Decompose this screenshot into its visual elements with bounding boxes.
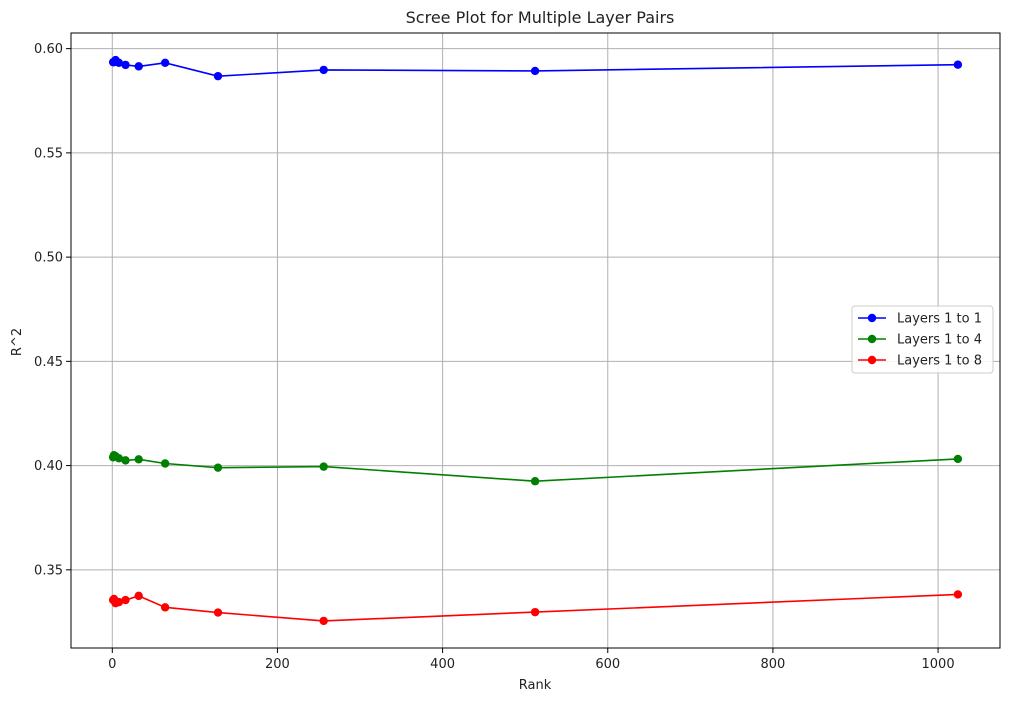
- data-point: [530, 607, 540, 617]
- data-point: [160, 58, 170, 68]
- data-point: [319, 616, 328, 626]
- legend-marker: [867, 355, 877, 365]
- y-tick-label: 0.40: [34, 459, 63, 474]
- series-2: [108, 450, 963, 486]
- data-point: [114, 597, 124, 607]
- y-tick-label: 0.55: [34, 146, 63, 161]
- x-tick-label: 0: [108, 657, 116, 672]
- legend-entry: Layers 1 to 1: [858, 312, 982, 327]
- series-line: [112, 593, 958, 622]
- data-point: [121, 595, 130, 605]
- data-point: [213, 463, 223, 472]
- data-point: [114, 454, 124, 463]
- data-point: [953, 454, 963, 464]
- legend-box: [851, 305, 994, 374]
- series-layer: [108, 55, 963, 626]
- legend-entry: Layers 1 to 4: [858, 333, 982, 348]
- legend: Layers 1 to 1 Layers 1 to 4 Layers 1 to 8: [851, 305, 994, 374]
- data-point: [134, 62, 143, 71]
- legend-marker: [867, 313, 877, 323]
- y-tick-label: 0.60: [34, 42, 63, 57]
- y-axis-label: R^2: [10, 328, 25, 356]
- x-tick-label: 200: [265, 657, 290, 672]
- data-point: [134, 591, 143, 601]
- legend-marker: [867, 334, 877, 344]
- legend-label: Layers 1 to 1: [897, 312, 982, 327]
- data-point: [114, 58, 124, 68]
- data-point: [160, 603, 170, 612]
- y-tick-label: 0.45: [34, 355, 63, 370]
- data-point: [134, 455, 143, 464]
- x-tick-label: 1000: [922, 657, 955, 672]
- legend-label: Layers 1 to 4: [897, 333, 982, 348]
- data-point: [160, 459, 170, 468]
- data-point: [319, 462, 328, 471]
- series-3: [108, 590, 963, 626]
- y-tick-label: 0.50: [34, 251, 63, 266]
- y-axis-ticks: 0.35 0.40 0.45 0.50 0.55 0.60: [34, 42, 71, 578]
- data-point: [953, 590, 963, 599]
- x-axis-label: Rank: [519, 678, 552, 693]
- data-point: [953, 60, 963, 69]
- series-1: [108, 55, 963, 81]
- x-tick-label: 400: [430, 657, 455, 672]
- y-tick-label: 0.35: [34, 563, 63, 578]
- data-point: [213, 608, 223, 617]
- x-axis-ticks: 0 200 400 600 800 1000: [108, 648, 955, 672]
- data-point: [121, 456, 130, 465]
- plot-frame: [70, 32, 1001, 649]
- chart-title: Scree Plot for Multiple Layer Pairs: [406, 8, 675, 27]
- data-point: [319, 65, 328, 75]
- legend-entry: Layers 1 to 8: [858, 354, 982, 369]
- x-tick-label: 600: [595, 657, 620, 672]
- legend-label: Layers 1 to 8: [897, 354, 982, 369]
- data-point: [213, 71, 223, 81]
- data-point: [530, 477, 540, 486]
- data-point: [121, 60, 130, 70]
- data-point: [530, 66, 540, 76]
- x-tick-label: 800: [760, 657, 785, 672]
